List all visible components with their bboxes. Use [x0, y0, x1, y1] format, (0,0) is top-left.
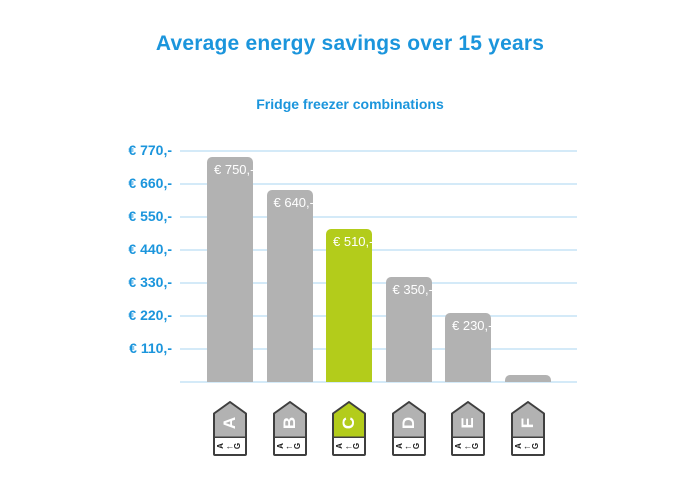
energy-tag-pentagon-icon	[451, 401, 485, 439]
energy-rating-tag-b: B A ← G	[272, 401, 307, 456]
y-axis-tick-label: € 330,-	[128, 274, 172, 290]
energy-tag-letter: C	[339, 416, 358, 430]
energy-tag-letter: D	[398, 416, 418, 430]
bar-b: € 640,-	[266, 190, 314, 382]
energy-tag-letter: B	[279, 416, 299, 430]
energy-tag-arrow-shape: B	[272, 401, 307, 439]
bar-e: € 230,-	[445, 313, 493, 382]
scale-to-letter: G	[471, 442, 481, 450]
energy-rating-tag-e: E A ← G	[451, 401, 485, 456]
energy-rating-axis: A A ← G B A ← G C A ← G D A ← G E A ← G F A ← G	[180, 401, 577, 461]
left-arrow-icon: ←	[225, 440, 235, 451]
energy-tag-letter: E	[458, 417, 477, 429]
scale-to-letter: G	[352, 442, 362, 450]
energy-tag-arrow-shape: E	[451, 401, 485, 439]
scale-from-letter: A	[216, 443, 226, 449]
left-arrow-icon: ←	[522, 440, 532, 451]
left-arrow-icon: ←	[344, 440, 354, 451]
energy-tag-pentagon-icon	[332, 401, 366, 439]
chart-subtitle: Fridge freezer combinations	[256, 96, 444, 112]
bar-value-label: € 350,-	[392, 282, 433, 297]
bar-c: € 510,-	[326, 229, 374, 382]
gridline	[180, 150, 577, 152]
gridline	[180, 315, 577, 317]
left-arrow-icon: ←	[403, 440, 413, 451]
bar-f	[504, 375, 551, 382]
energy-tag-pentagon-icon	[510, 401, 545, 439]
energy-tag-letter: A	[220, 416, 239, 430]
gridline	[180, 249, 577, 251]
bar-a: € 750,-	[207, 157, 255, 382]
scale-from-letter: A	[335, 443, 345, 449]
scale-to-letter: G	[411, 442, 421, 450]
bar-value-label: € 640,-	[273, 195, 314, 210]
energy-rating-tag-c: C A ← G	[332, 401, 366, 456]
gridline	[180, 183, 577, 185]
energy-tag-pentagon-icon	[213, 401, 247, 439]
y-axis-tick-label: € 660,-	[128, 175, 172, 191]
energy-tag-arrow-shape: F	[510, 401, 545, 439]
y-axis-tick-label: € 550,-	[128, 208, 172, 224]
energy-tag-pentagon-icon	[272, 401, 307, 439]
left-arrow-icon: ←	[284, 440, 294, 451]
scale-from-letter: A	[513, 443, 523, 449]
energy-tag-letter: F	[517, 417, 537, 429]
gridline	[180, 216, 577, 218]
y-axis-tick-label: € 770,-	[128, 142, 172, 158]
bar-value-label: € 750,-	[214, 162, 255, 177]
energy-rating-tag-a: A A ← G	[213, 401, 247, 456]
energy-rating-tag-d: D A ← G	[391, 401, 426, 456]
energy-tag-arrow-shape: C	[332, 401, 366, 439]
scale-to-letter: G	[530, 442, 540, 450]
left-arrow-icon: ←	[463, 440, 473, 451]
scale-from-letter: A	[394, 443, 404, 449]
chart-title: Average energy savings over 15 years	[155, 32, 545, 55]
y-axis-tick-label: € 440,-	[128, 241, 172, 257]
bar-d: € 350,-	[385, 277, 433, 382]
bar-value-label: € 230,-	[452, 318, 493, 333]
energy-tag-arrow-shape: A	[213, 401, 247, 439]
y-axis-tick-label: € 110,-	[129, 340, 172, 356]
energy-tag-arrow-shape: D	[391, 401, 426, 439]
gridline	[180, 381, 577, 383]
energy-rating-tag-f: F A ← G	[510, 401, 545, 456]
scale-from-letter: A	[454, 443, 464, 449]
gridline	[180, 348, 577, 350]
energy-tag-pentagon-icon	[391, 401, 426, 439]
scale-to-letter: G	[292, 442, 302, 450]
bar-chart-plot-area: € 770,- € 660,- € 550,- € 440,- € 330,- € 220…	[128, 142, 577, 383]
scale-to-letter: G	[233, 442, 243, 450]
y-axis-tick-label: € 220,-	[128, 307, 172, 323]
scale-from-letter: A	[275, 443, 285, 449]
gridline	[180, 282, 577, 284]
bar-value-label: € 510,-	[333, 234, 374, 249]
